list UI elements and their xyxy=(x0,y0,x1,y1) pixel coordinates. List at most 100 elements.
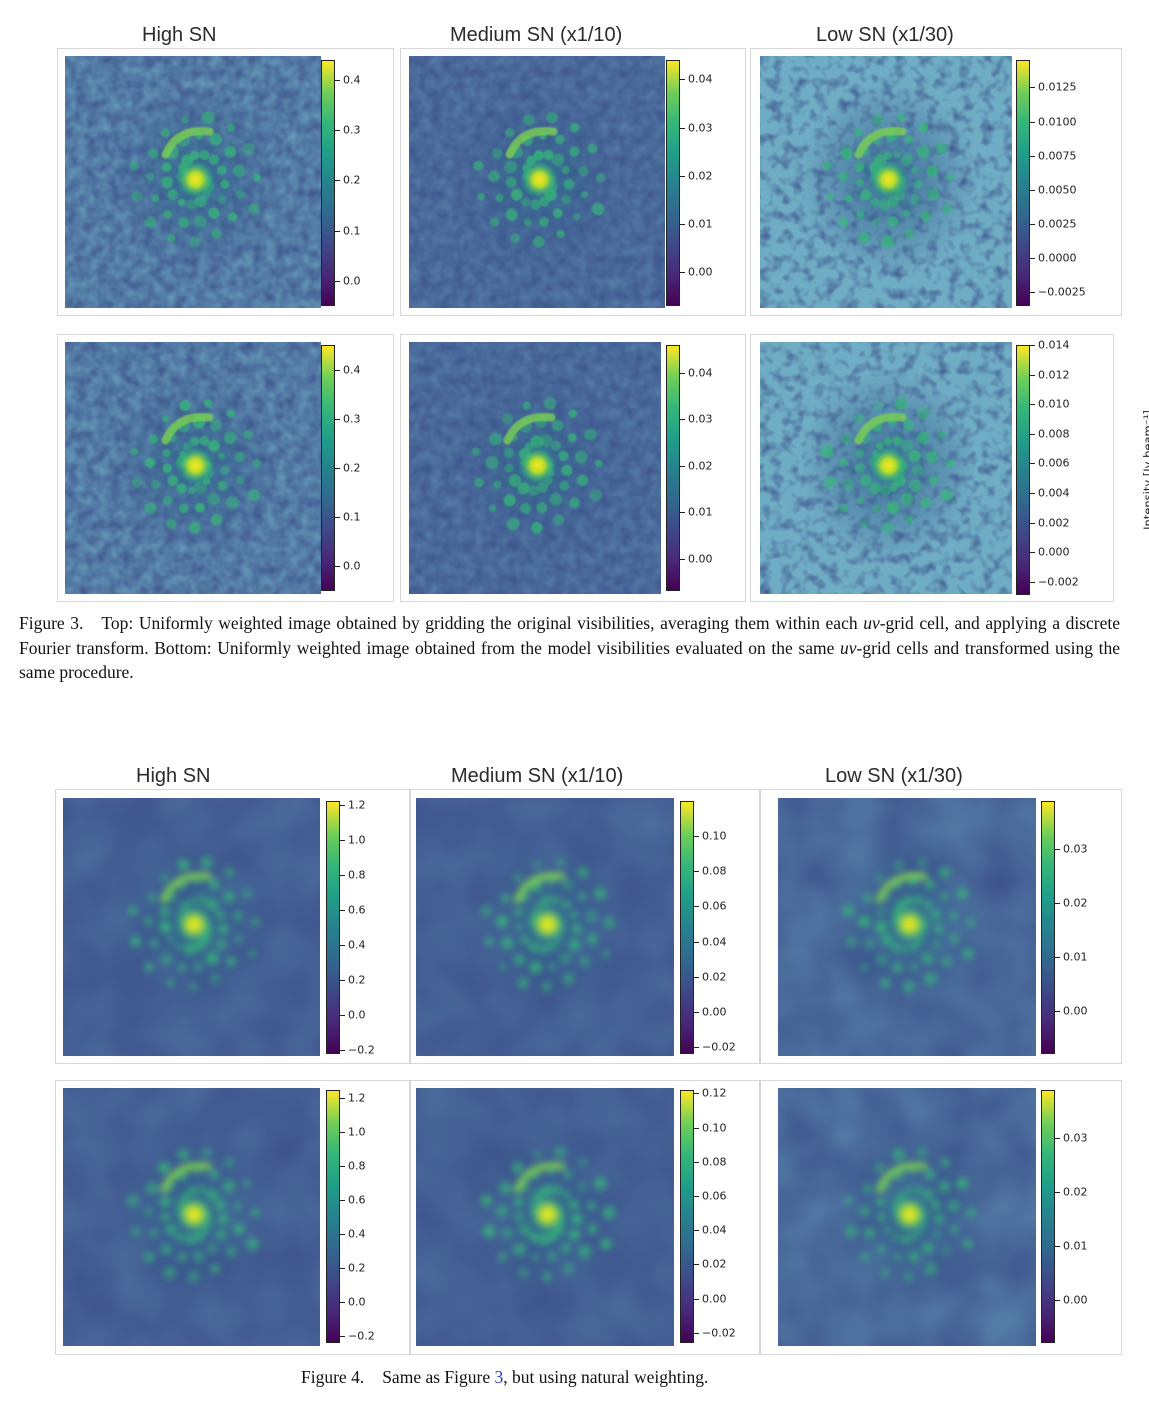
colorbar-tick xyxy=(340,1132,345,1134)
galaxy-intensity-map xyxy=(778,798,1036,1056)
colorbar-tick-label: 0.00 xyxy=(702,1292,727,1306)
colorbar-tick-label: 0.01 xyxy=(688,505,713,519)
colorbar-tick xyxy=(694,1011,699,1013)
colorbar-tick-label: 0.0125 xyxy=(1038,80,1077,94)
colorbar-tick-label: 0.03 xyxy=(688,121,713,135)
colorbar-tick xyxy=(1030,581,1035,583)
colorbar-tick xyxy=(680,512,685,514)
colorbar-tick xyxy=(1055,957,1060,959)
colorbar-tick xyxy=(335,369,340,371)
colorbar-tick xyxy=(1055,1192,1060,1194)
colorbar-tick xyxy=(1055,1299,1060,1301)
colorbar-tick xyxy=(694,871,699,873)
colorbar-tick xyxy=(340,909,345,911)
colorbar-tick xyxy=(680,127,685,129)
colorbar-tick-label: 1.0 xyxy=(348,1125,366,1139)
colorbar-tick xyxy=(1030,258,1035,260)
colorbar-tick-label: 1.0 xyxy=(348,833,366,847)
galaxy-intensity-map xyxy=(409,56,665,308)
colorbar-tick xyxy=(340,1302,345,1304)
colorbar-tick xyxy=(340,980,345,982)
caption4-text-2: , but using natural weighting. xyxy=(503,1367,709,1387)
figure-3-label: Figure 3. xyxy=(19,613,84,633)
colorbar-tick xyxy=(335,230,340,232)
caption-text-2: -grid cell, and applying a discrete Four… xyxy=(19,613,1120,658)
colorbar-tick-label: 0.014 xyxy=(1038,338,1070,352)
colorbar-tick-label: 0.00 xyxy=(1063,1293,1088,1307)
galaxy-intensity-map xyxy=(65,56,321,308)
colorbar-tick xyxy=(1055,1246,1060,1248)
colorbar xyxy=(321,60,335,306)
colorbar-tick xyxy=(1030,292,1035,294)
column-header: Low SN (x1/30) xyxy=(825,765,963,787)
caption4-text-1: Same as Figure xyxy=(382,1367,495,1387)
figure-4-caption: Figure 4. Same as Figure 3, but using nat… xyxy=(301,1365,1001,1390)
colorbar-tick-label: 0.0 xyxy=(348,1008,366,1022)
colorbar-tick xyxy=(335,130,340,132)
column-header: Medium SN (x1/10) xyxy=(450,24,623,46)
colorbar-tick-label: −0.02 xyxy=(702,1326,736,1340)
colorbar xyxy=(666,60,680,306)
colorbar-tick xyxy=(694,1298,699,1300)
colorbar-tick-label: 0.04 xyxy=(702,935,727,949)
colorbar-tick-label: 0.0100 xyxy=(1038,115,1077,128)
colorbar-tick xyxy=(340,804,345,806)
colorbar-tick-label: 0.01 xyxy=(688,217,713,231)
colorbar-tick-label: 0.0075 xyxy=(1038,149,1077,163)
colorbar xyxy=(326,1090,340,1343)
colorbar-tick xyxy=(680,272,685,274)
colorbar-tick-label: 0.02 xyxy=(702,1257,727,1271)
galaxy-intensity-map xyxy=(63,798,320,1056)
colorbar-tick-label: 0.0050 xyxy=(1038,183,1077,197)
colorbar-tick xyxy=(694,1127,699,1129)
colorbar-tick-label: 0.4 xyxy=(343,363,361,377)
colorbar-tick xyxy=(340,1166,345,1168)
galaxy-intensity-map xyxy=(65,342,321,594)
colorbar-tick-label: 0.02 xyxy=(688,459,713,473)
colorbar-tick xyxy=(1055,1010,1060,1012)
colorbar-tick xyxy=(340,945,345,947)
colorbar-tick-label: 0.2 xyxy=(348,1261,366,1275)
colorbar-tick-label: 0.02 xyxy=(702,970,727,984)
colorbar-tick-label: 0.04 xyxy=(688,72,713,86)
colorbar-tick xyxy=(335,80,340,82)
column-header: Low SN (x1/30) xyxy=(816,24,954,46)
colorbar-tick xyxy=(680,224,685,225)
colorbar-tick xyxy=(335,180,340,182)
colorbar-tick-label: 0.012 xyxy=(1038,368,1070,382)
colorbar-tick xyxy=(1030,155,1035,157)
colorbar-tick-label: 0.0025 xyxy=(1038,217,1077,231)
colorbar-tick xyxy=(694,1161,699,1163)
colorbar-tick xyxy=(340,1234,345,1236)
colorbar-tick xyxy=(680,372,685,374)
figure-3-reference-link[interactable]: 3 xyxy=(494,1367,504,1387)
colorbar xyxy=(1041,801,1055,1054)
galaxy-intensity-map xyxy=(416,798,674,1056)
colorbar-tick-label: 0.4 xyxy=(343,73,361,87)
caption-text-3: -grid cells and transformed using the sa… xyxy=(19,637,1120,683)
colorbar-tick-label: 0.03 xyxy=(1063,842,1088,856)
colorbar-tick-label: 0.00 xyxy=(1063,1004,1088,1018)
colorbar xyxy=(680,801,694,1054)
colorbar-tick-label: 0.01 xyxy=(1063,950,1088,964)
column-header: Medium SN (x1/10) xyxy=(451,765,624,787)
colorbar-tick xyxy=(1055,849,1060,851)
colorbar-tick xyxy=(340,1015,345,1017)
figure-4-label: Figure 4. xyxy=(301,1367,365,1387)
colorbar-tick-label: 0.06 xyxy=(702,1189,727,1203)
colorbar-tick xyxy=(1030,224,1035,225)
colorbar xyxy=(321,345,335,591)
colorbar-tick-label: 0.04 xyxy=(702,1223,727,1237)
galaxy-intensity-map xyxy=(760,56,1012,308)
colorbar-tick-label: 0.3 xyxy=(343,123,361,137)
colorbar-tick xyxy=(340,839,345,841)
colorbar-tick xyxy=(694,906,699,908)
colorbar-tick-label: 0.4 xyxy=(348,1227,366,1241)
colorbar-tick-label: 0.0 xyxy=(348,1295,366,1309)
colorbar-tick xyxy=(1055,1138,1060,1140)
colorbar-tick-label: 0.2 xyxy=(348,973,366,987)
colorbar-tick xyxy=(694,1230,699,1232)
column-header: High SN xyxy=(142,24,217,46)
figure-3-caption: Figure 3. Top: Uniformly weighted image o… xyxy=(19,611,1120,685)
